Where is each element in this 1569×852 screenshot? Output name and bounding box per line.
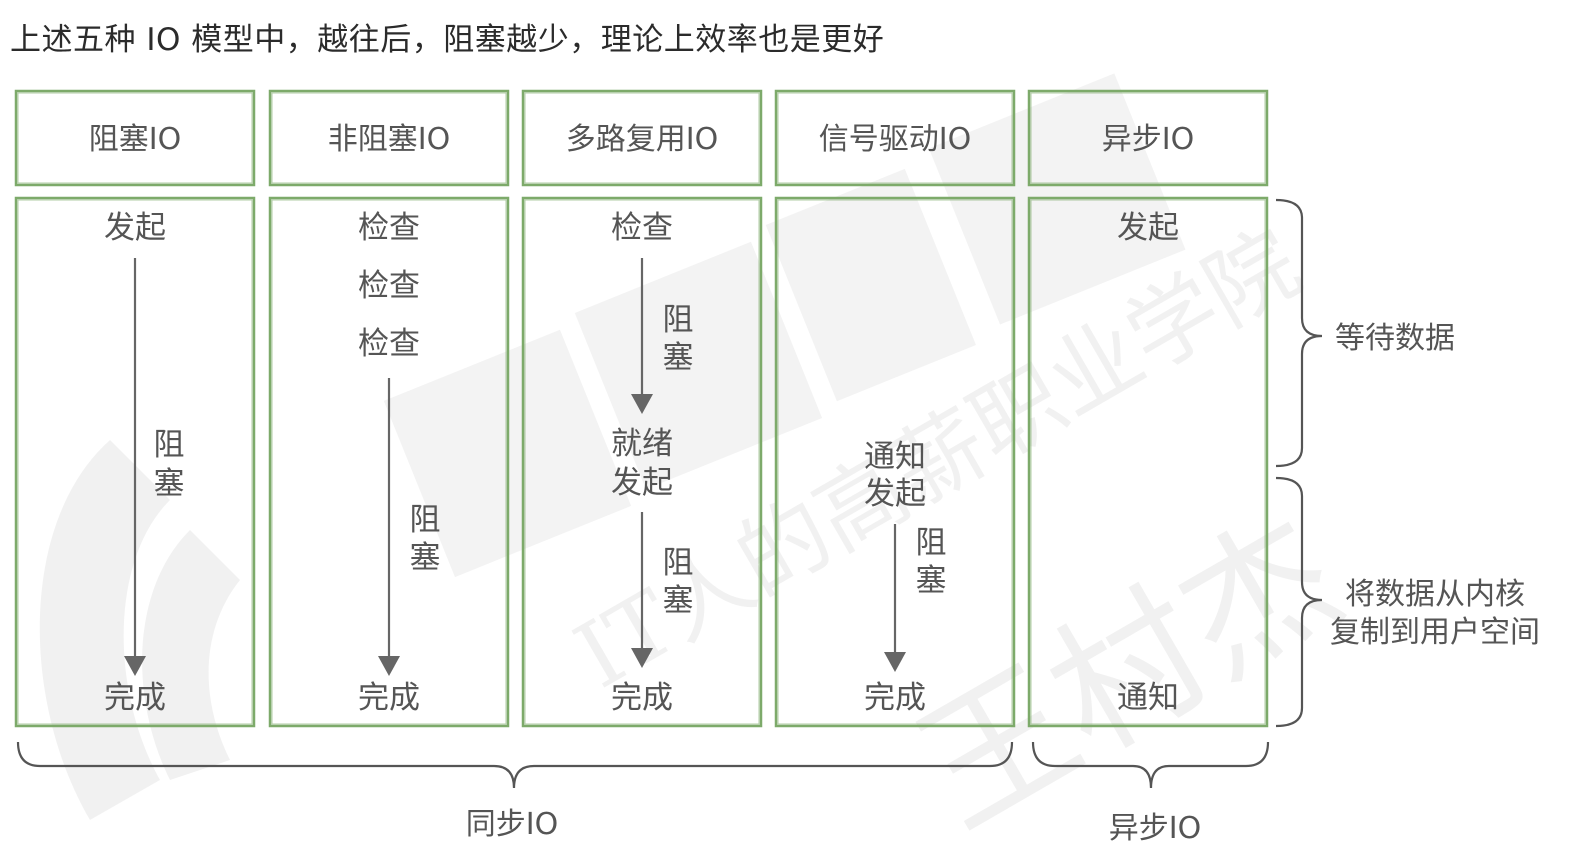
arrow-copy	[631, 512, 653, 668]
done-label: 完成	[104, 680, 166, 716]
header-row: 阻塞IO 非阻塞IO 多路复用IO 信号驱动IO 异步IO	[14, 89, 1269, 187]
async-io-label: 异步IO	[1109, 811, 1201, 846]
notify-label: 通知	[1117, 680, 1179, 716]
column-box	[521, 196, 763, 728]
header-box	[1027, 89, 1269, 187]
done-label: 完成	[864, 680, 926, 716]
check-label: 检查	[358, 210, 420, 246]
column-header: 异步IO	[1102, 122, 1194, 157]
arrow-copy	[884, 524, 906, 672]
copy-bracket	[1275, 476, 1323, 728]
column-header: 多路复用IO	[566, 122, 718, 157]
copy-label-line1: 将数据从内核	[1345, 577, 1525, 612]
header-box	[521, 89, 763, 187]
column-box	[268, 196, 510, 728]
header-box	[14, 89, 256, 187]
wait-data-label: 等待数据	[1335, 321, 1455, 356]
column-header: 非阻塞IO	[328, 122, 450, 157]
check-label: 检查	[358, 326, 420, 362]
start-label: 发起	[864, 476, 926, 512]
column-box	[14, 196, 256, 728]
sync-io-label: 同步IO	[466, 807, 558, 842]
column-box	[1027, 196, 1269, 728]
column-header: 信号驱动IO	[819, 122, 971, 157]
watermark-line-2: 王村杰	[891, 485, 1368, 852]
column-header: 阻塞IO	[89, 122, 181, 157]
arrow-nonblocking	[378, 378, 400, 676]
intro-text: 上述五种 IO 模型中，越往后，阻塞越少，理论上效率也是更好	[10, 22, 885, 58]
block-char: 塞	[663, 340, 694, 376]
block-char: 塞	[916, 563, 947, 599]
copy-label-line2: 复制到用户空间	[1330, 615, 1540, 650]
block-char: 塞	[154, 466, 185, 502]
start-label: 发起	[104, 210, 166, 246]
start-label: 发起	[611, 465, 673, 501]
labels: 发起阻塞完成检查检查检查阻塞完成检查阻塞就绪发起阻塞完成通知发起阻塞完成发起通知…	[104, 210, 1540, 846]
check-label: 检查	[358, 268, 420, 304]
block-char: 阻	[154, 427, 185, 463]
block-char: 塞	[663, 583, 694, 619]
sync-bracket	[16, 741, 1014, 789]
brackets	[16, 198, 1323, 789]
column-box	[774, 196, 1016, 728]
header-box	[774, 89, 1016, 187]
done-label: 完成	[611, 680, 673, 716]
block-char: 阻	[410, 502, 441, 538]
block-char: 阻	[916, 525, 947, 561]
done-label: 完成	[358, 680, 420, 716]
arrow-wait	[631, 258, 653, 414]
block-char: 塞	[410, 540, 441, 576]
body-row	[14, 196, 1269, 728]
arrow-blocking	[124, 258, 146, 676]
start-label: 发起	[1117, 210, 1179, 246]
wait-bracket	[1275, 198, 1323, 468]
async-bracket	[1031, 741, 1270, 789]
block-char: 阻	[663, 302, 694, 338]
block-char: 阻	[663, 545, 694, 581]
header-box	[268, 89, 510, 187]
arrows	[124, 258, 906, 676]
check-label: 检查	[611, 210, 673, 246]
watermark: IT人的高薪职业学院 王村杰	[39, 73, 1368, 852]
ready-label: 就绪	[611, 426, 673, 462]
notify-label: 通知	[864, 439, 926, 475]
